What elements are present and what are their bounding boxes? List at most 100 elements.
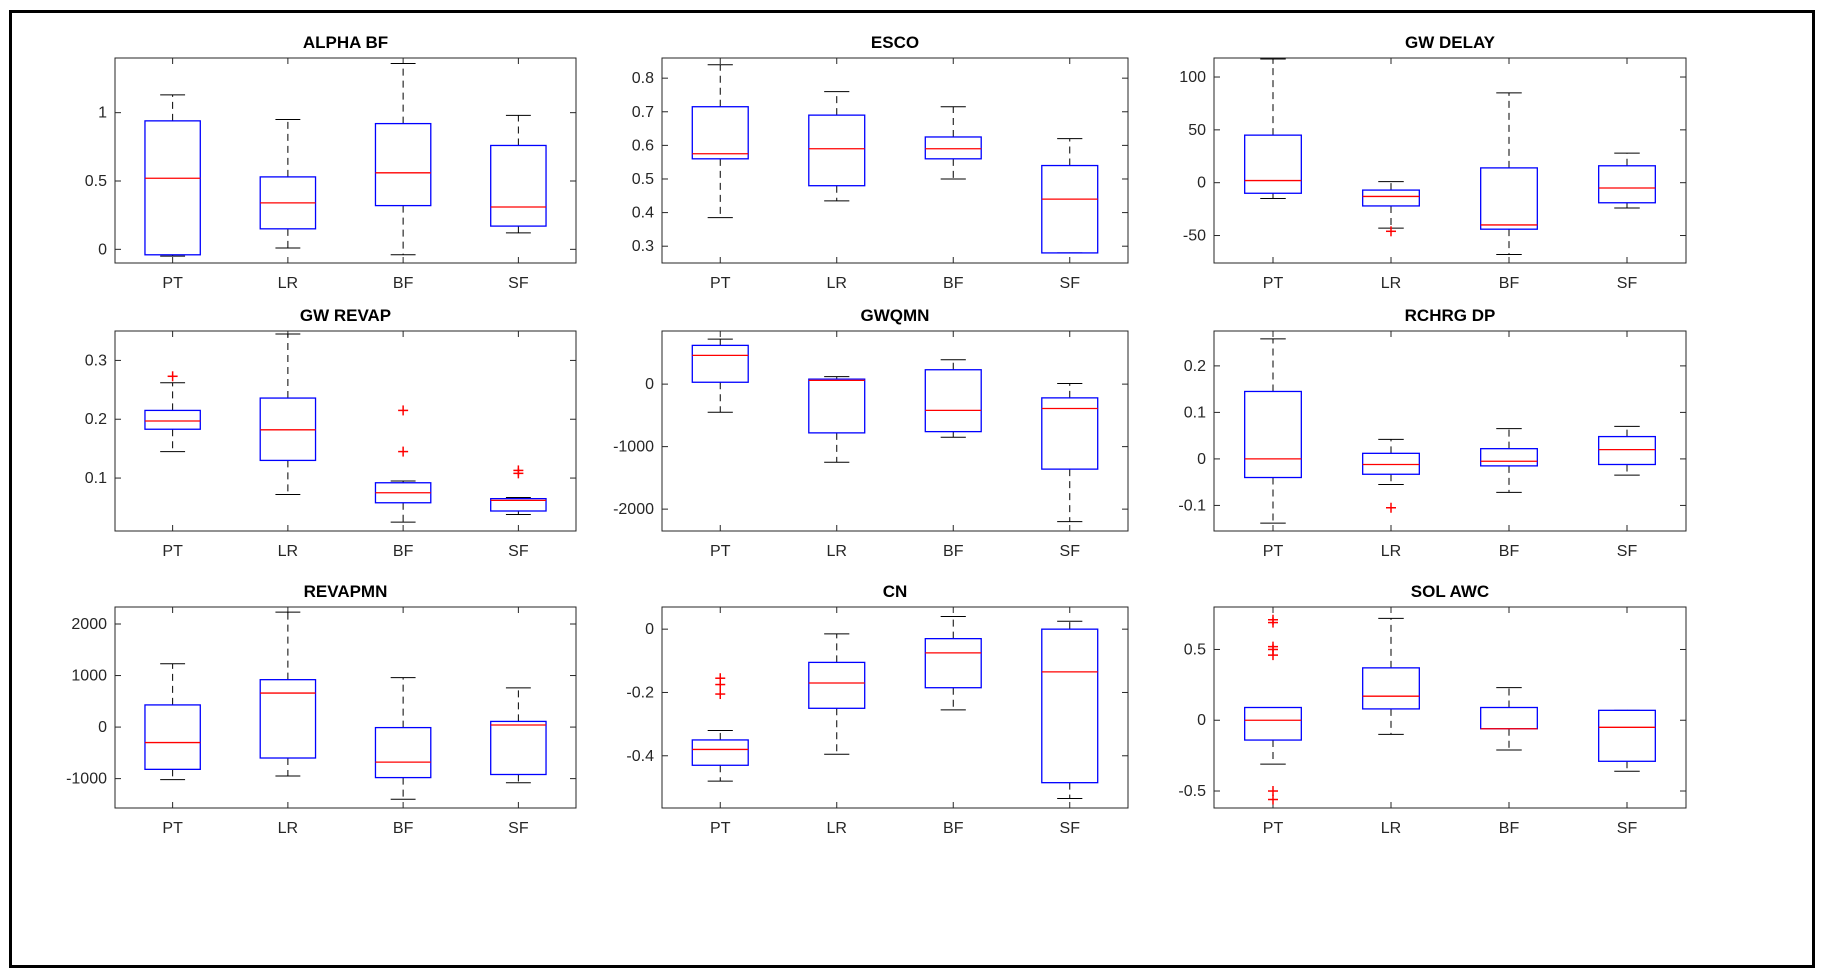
box-pt bbox=[144, 94, 201, 257]
y-tick-label: -1000 bbox=[66, 771, 107, 788]
x-tick-label: LR bbox=[1381, 820, 1401, 837]
iqr-box bbox=[144, 409, 201, 430]
y-tick-label: 0 bbox=[98, 241, 107, 258]
iqr-box bbox=[924, 136, 982, 160]
y-tick-label: 0.6 bbox=[632, 137, 654, 154]
y-tick-label: 1 bbox=[98, 105, 107, 122]
box-sf bbox=[490, 465, 547, 516]
y-tick-label: 0.2 bbox=[85, 411, 107, 428]
x-tick-label: BF bbox=[1499, 543, 1520, 560]
box-lr bbox=[259, 333, 317, 496]
panel-cn: CN -0.4 -0.2 0 PT LR BF SF bbox=[626, 582, 1129, 837]
box-sf bbox=[1041, 383, 1099, 523]
iqr-box bbox=[1480, 706, 1538, 730]
box-pt bbox=[1244, 614, 1302, 805]
iqr-box bbox=[808, 378, 866, 434]
box-lr bbox=[808, 91, 866, 202]
y-tick-label: 0 bbox=[1197, 175, 1206, 192]
iqr-box bbox=[924, 369, 982, 433]
box-lr bbox=[259, 119, 317, 249]
panel-title: REVAPMN bbox=[304, 582, 388, 601]
box-sf bbox=[1041, 620, 1099, 800]
panel-gwqmn: GWQMN -2000 -1000 0 PT LR BF SF bbox=[613, 306, 1129, 560]
box-pt bbox=[691, 338, 749, 413]
box-sf bbox=[490, 114, 547, 234]
iqr-box bbox=[1244, 706, 1302, 741]
iqr-box bbox=[1041, 397, 1099, 470]
axes-box bbox=[114, 606, 577, 809]
box-lr bbox=[259, 611, 317, 777]
x-tick-label: SF bbox=[1617, 275, 1638, 292]
y-tick-label: -50 bbox=[1183, 228, 1206, 245]
x-tick-label: LR bbox=[1381, 275, 1401, 292]
panel-title: RCHRG DP bbox=[1405, 306, 1496, 325]
axes-box bbox=[661, 606, 1129, 809]
x-tick-label: PT bbox=[1263, 543, 1284, 560]
x-tick-label: PT bbox=[710, 543, 731, 560]
box-bf bbox=[924, 359, 982, 438]
box-lr bbox=[808, 633, 866, 755]
panel-sol-awc: SOL AWC -0.5 0 0.5 PT LR BF SF bbox=[1178, 582, 1687, 837]
panel-title: GW REVAP bbox=[300, 306, 391, 325]
x-tick-label: BF bbox=[393, 820, 414, 837]
outlier-marker bbox=[167, 371, 178, 382]
y-tick-label: 0.4 bbox=[632, 205, 654, 222]
y-tick-label: 0.3 bbox=[85, 352, 107, 369]
outlier-marker bbox=[398, 446, 409, 457]
panel-revapmn: REVAPMN -1000 0 1000 2000 PT LR BF SF bbox=[66, 582, 577, 837]
box-bf bbox=[1480, 92, 1538, 256]
y-tick-label: 0 bbox=[645, 621, 654, 638]
outlier-marker bbox=[715, 679, 726, 690]
y-tick-label: 0.5 bbox=[632, 171, 654, 188]
x-tick-label: SF bbox=[1060, 820, 1081, 837]
outlier-marker bbox=[1268, 614, 1278, 625]
x-tick-label: BF bbox=[943, 275, 964, 292]
y-tick-label: 0.5 bbox=[1184, 641, 1206, 658]
box-bf bbox=[374, 405, 432, 523]
box-sf bbox=[1041, 138, 1099, 254]
x-tick-label: BF bbox=[1499, 820, 1520, 837]
iqr-box bbox=[490, 144, 547, 227]
x-tick-label: LR bbox=[278, 543, 298, 560]
box-pt bbox=[144, 371, 201, 453]
panel-title: ESCO bbox=[871, 33, 919, 52]
x-tick-label: PT bbox=[162, 820, 183, 837]
panel-rchrg-dp: RCHRG DP -0.1 0 0.1 0.2 PT LR BF SF bbox=[1178, 306, 1687, 560]
box-pt bbox=[1244, 58, 1302, 200]
iqr-box bbox=[1480, 448, 1538, 467]
y-tick-label: -0.5 bbox=[1178, 783, 1206, 800]
axes-box bbox=[1213, 606, 1687, 809]
axes-box bbox=[1213, 330, 1687, 532]
iqr-box bbox=[808, 114, 866, 187]
x-tick-label: LR bbox=[1381, 543, 1401, 560]
iqr-box bbox=[1598, 165, 1656, 204]
iqr-box bbox=[144, 120, 201, 256]
iqr-box bbox=[259, 679, 317, 759]
y-tick-label: 0.8 bbox=[632, 70, 654, 87]
panel-title: SOL AWC bbox=[1411, 582, 1489, 601]
box-bf bbox=[924, 106, 982, 180]
x-tick-label: LR bbox=[827, 543, 847, 560]
y-tick-label: 0.2 bbox=[1184, 358, 1206, 375]
y-tick-label: -0.2 bbox=[626, 684, 654, 701]
box-lr bbox=[1362, 181, 1420, 237]
x-tick-label: BF bbox=[1499, 275, 1520, 292]
x-tick-label: PT bbox=[710, 275, 731, 292]
outlier-marker bbox=[513, 465, 524, 476]
y-tick-label: 100 bbox=[1179, 69, 1206, 86]
iqr-box bbox=[1244, 390, 1302, 479]
axes-box bbox=[661, 330, 1129, 532]
x-tick-label: SF bbox=[1617, 543, 1638, 560]
box-lr bbox=[1362, 617, 1420, 735]
axes-box bbox=[661, 57, 1129, 264]
iqr-box bbox=[1362, 189, 1420, 207]
x-tick-label: BF bbox=[393, 543, 414, 560]
box-bf bbox=[1480, 428, 1538, 493]
iqr-box bbox=[808, 661, 866, 709]
outlier-marker bbox=[715, 689, 726, 700]
y-tick-label: 2000 bbox=[71, 616, 107, 633]
panel-title: CN bbox=[883, 582, 908, 601]
figure-frame: ALPHA BF 0 0.5 1 PT LR BF SF ESCO 0.3 0.4 0.5 0.6 0.7… bbox=[9, 10, 1815, 968]
x-tick-label: BF bbox=[943, 820, 964, 837]
panel-title: ALPHA BF bbox=[303, 33, 388, 52]
